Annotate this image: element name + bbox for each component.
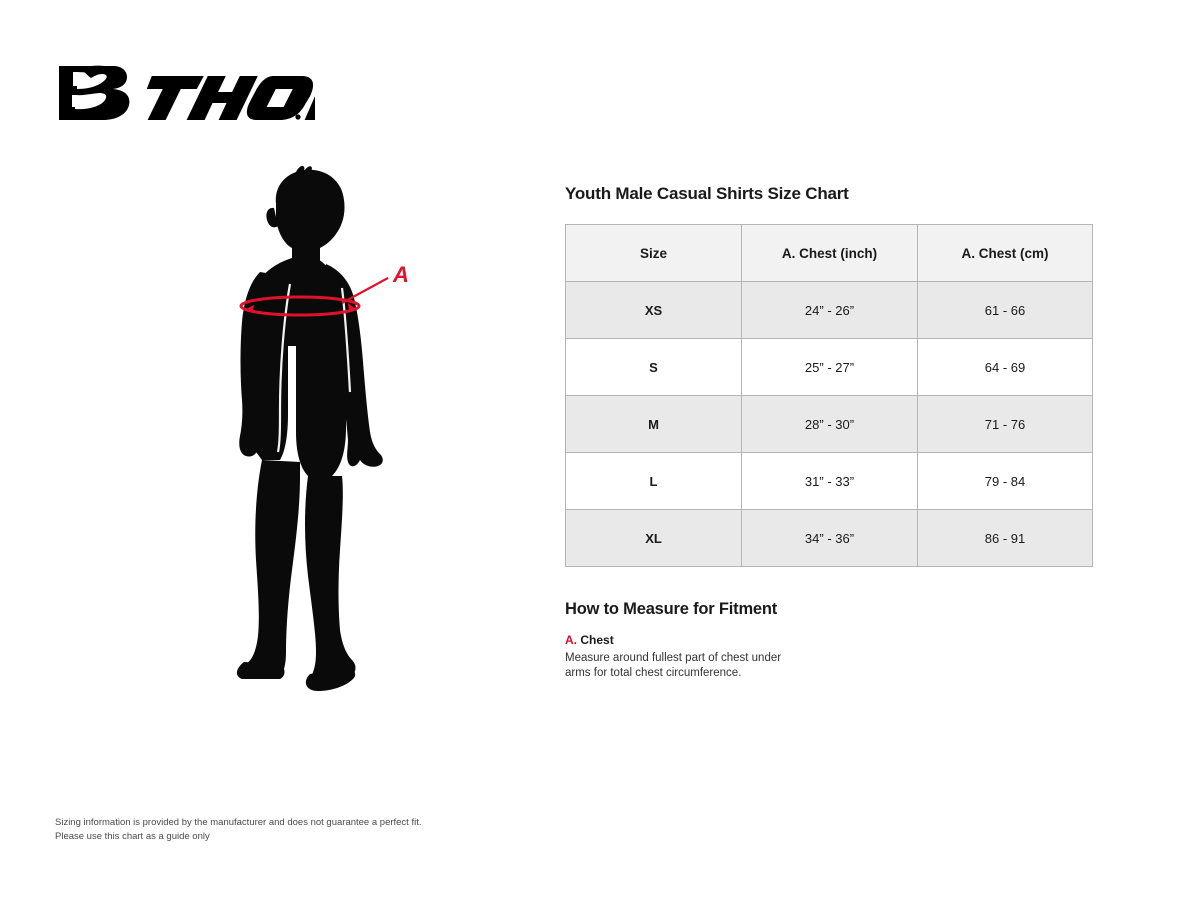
measure-description-line2: arms for total chest circumference. <box>565 666 742 679</box>
table-row: XL 34” - 36” 86 - 91 <box>565 509 1093 567</box>
cell-size: M <box>565 395 742 453</box>
measure-label: Chest <box>580 633 614 647</box>
youth-silhouette-figure: A <box>200 160 460 720</box>
column-header-chest-inch: A. Chest (inch) <box>741 224 918 282</box>
measure-marker: A. <box>565 633 577 647</box>
cell-size: L <box>565 452 742 510</box>
table-body: XS 24” - 26” 61 - 66 S 25” - 27” 64 - 69… <box>565 281 1093 567</box>
table-header-row: Size A. Chest (inch) A. Chest (cm) <box>565 224 1093 282</box>
cell-chest-inch: 25” - 27” <box>741 338 918 396</box>
page-title: Youth Male Casual Shirts Size Chart <box>565 184 849 203</box>
chest-loop-ellipse <box>239 295 361 317</box>
cell-chest-inch: 28” - 30” <box>741 395 918 453</box>
table-row: L 31” - 33” 79 - 84 <box>565 452 1093 510</box>
disclaimer-line1: Sizing information is provided by the ma… <box>55 817 422 828</box>
cell-size: XL <box>565 509 742 567</box>
table-header: Size A. Chest (inch) A. Chest (cm) <box>565 224 1093 282</box>
cell-chest-cm: 61 - 66 <box>917 281 1093 339</box>
table-row: M 28” - 30” 71 - 76 <box>565 395 1093 453</box>
cell-chest-cm: 71 - 76 <box>917 395 1093 453</box>
cell-chest-inch: 34” - 36” <box>741 509 918 567</box>
brand-logo <box>55 62 315 124</box>
table-row: S 25” - 27” 64 - 69 <box>565 338 1093 396</box>
size-chart-table: Size A. Chest (inch) A. Chest (cm) XS 24… <box>565 224 1093 567</box>
thor-logo-svg <box>59 65 315 120</box>
cell-size: S <box>565 338 742 396</box>
measure-description-line1: Measure around fullest part of chest und… <box>565 652 782 664</box>
chest-measurement-callout: A <box>239 262 409 317</box>
callout-label-a: A <box>392 262 409 287</box>
cell-chest-cm: 86 - 91 <box>917 509 1093 567</box>
cell-chest-inch: 31” - 33” <box>741 452 918 510</box>
cell-chest-cm: 64 - 69 <box>917 338 1093 396</box>
cell-size: XS <box>565 281 742 339</box>
table-row: XS 24” - 26” 61 - 66 <box>565 281 1093 339</box>
cell-chest-cm: 79 - 84 <box>917 452 1093 510</box>
trademark-mark <box>295 114 301 120</box>
disclaimer: Sizing information is provided by the ma… <box>55 816 422 844</box>
measure-item-chest: A. Chest Measure around fullest part of … <box>565 633 1095 680</box>
silhouette-svg: A <box>236 165 409 691</box>
loop-arrow-right <box>348 303 356 312</box>
measure-item-title: A. Chest <box>565 633 1095 647</box>
how-to-measure-heading: How to Measure for Fitment <box>565 600 778 618</box>
thor-wordmark <box>146 76 315 120</box>
column-header-chest-cm: A. Chest (cm) <box>917 224 1093 282</box>
callout-leader-line <box>341 277 389 304</box>
measure-description: Measure around fullest part of chest und… <box>565 651 815 680</box>
column-header-size: Size <box>565 224 742 282</box>
size-chart-panel: Youth Male Casual Shirts Size Chart Size… <box>565 184 1095 680</box>
loop-arrow-left <box>244 305 254 312</box>
body-silhouette <box>236 165 383 691</box>
disclaimer-line2: Please use this chart as a guide only <box>55 830 210 842</box>
cell-chest-inch: 24” - 26” <box>741 281 918 339</box>
